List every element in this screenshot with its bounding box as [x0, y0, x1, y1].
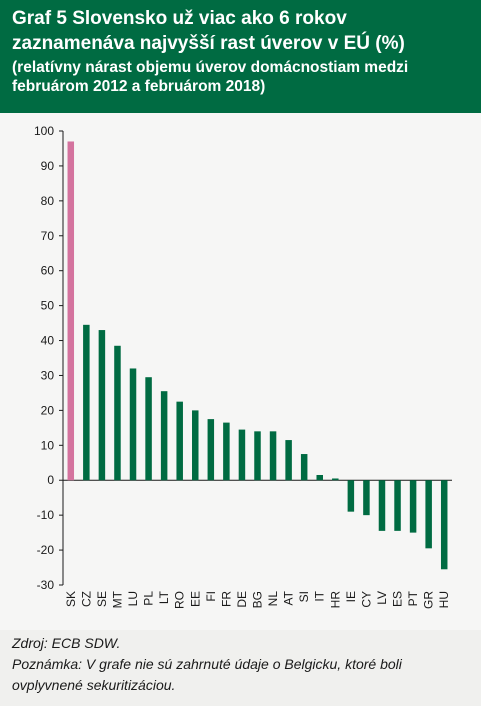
source-note: Zdroj: ECB SDW. — [12, 635, 121, 651]
chart-header: Graf 5 Slovensko už viac ako 6 rokov zaz… — [0, 0, 481, 113]
chart-footer: Zdroj: ECB SDW. Poznámka: V grafe nie sú… — [0, 630, 481, 706]
bar — [269, 431, 277, 481]
x-tick-label: FR — [219, 591, 233, 607]
bar — [332, 478, 339, 481]
bar — [347, 480, 355, 512]
bar — [238, 429, 246, 481]
bar — [192, 410, 199, 481]
x-tick-label: FI — [204, 591, 218, 602]
bar — [440, 480, 448, 570]
x-tick-label: BG — [251, 591, 265, 608]
bar — [409, 480, 417, 533]
chart-title: Graf 5 Slovensko už viac ako 6 rokov zaz… — [12, 8, 405, 54]
y-tick-label: 90 — [41, 159, 55, 173]
x-tick-label: NL — [266, 591, 280, 607]
y-tick-label: 30 — [41, 368, 55, 382]
x-tick-label: CZ — [79, 591, 93, 607]
y-tick-label: -20 — [37, 543, 55, 557]
x-tick-label: IE — [344, 591, 358, 602]
y-tick-label: 0 — [47, 473, 54, 487]
chart-area: -30 -20 -10 0 10 20 30 40 50 60 70 80 90 100 SK CZ SE MT L… — [0, 113, 481, 630]
x-tick-label: GR — [422, 591, 436, 609]
x-tick-label: LV — [375, 591, 389, 605]
bar — [160, 391, 168, 481]
x-tick-label: EE — [188, 591, 202, 607]
bar — [145, 377, 152, 481]
x-tick-label: SK — [64, 591, 78, 607]
y-tick-label: 50 — [41, 299, 55, 313]
x-tick-label: LU — [126, 591, 140, 606]
x-tick-label: DE — [235, 591, 249, 608]
x-tick-label: HR — [328, 591, 342, 609]
x-tick-label: PT — [406, 590, 420, 606]
bar — [363, 480, 370, 516]
bar — [285, 440, 292, 481]
x-tick-label: RO — [173, 591, 187, 609]
bar — [316, 474, 323, 481]
bar — [300, 454, 308, 481]
x-tick-label: CY — [359, 591, 373, 608]
bar — [207, 419, 215, 481]
bar — [223, 422, 230, 481]
bar — [67, 141, 75, 481]
bar — [83, 324, 90, 481]
bar — [114, 345, 121, 481]
y-tick-label: 100 — [34, 124, 54, 138]
y-tick-label: 20 — [41, 403, 55, 417]
y-tick-label: 40 — [41, 334, 55, 348]
bar — [129, 368, 137, 481]
x-tick-label: AT — [282, 590, 296, 605]
bar — [378, 480, 386, 531]
bar — [394, 480, 401, 531]
y-tick-label: 60 — [41, 264, 55, 278]
x-tick-label: IT — [313, 590, 327, 601]
y-tick-label: 70 — [41, 229, 55, 243]
y-tick-label: 80 — [41, 194, 55, 208]
y-tick-label: -30 — [37, 578, 55, 592]
remark-note: Poznámka: V grafe nie sú zahrnuté údaje … — [12, 656, 402, 693]
y-tick-label: -10 — [37, 508, 55, 522]
bar — [176, 401, 183, 481]
x-tick-label: SI — [297, 591, 311, 602]
bar — [254, 431, 261, 481]
x-tick-label: HU — [437, 591, 451, 608]
x-tick-label: PL — [142, 591, 156, 606]
x-tick-label: LT — [157, 590, 171, 604]
chart-subtitle: (relatívny nárast objemu úverov domácnos… — [12, 59, 409, 95]
x-tick-label: MT — [110, 590, 124, 608]
y-tick-label: 10 — [41, 438, 55, 452]
x-tick-label: SE — [95, 591, 109, 607]
x-tick-label: ES — [391, 591, 405, 607]
bar — [425, 480, 432, 549]
bar — [98, 330, 106, 481]
